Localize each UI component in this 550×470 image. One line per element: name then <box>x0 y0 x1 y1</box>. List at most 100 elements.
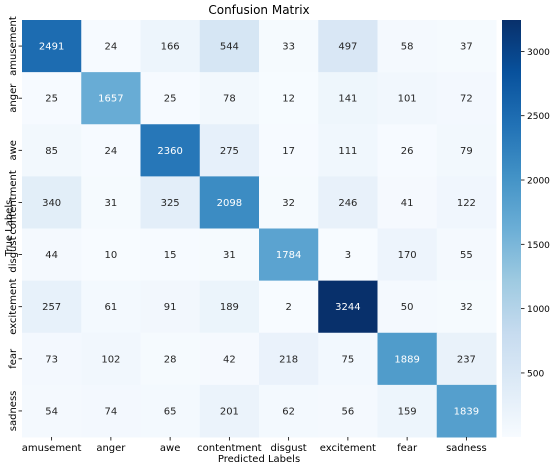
heatmap-cell <box>318 384 378 438</box>
heatmap-cell <box>259 124 319 177</box>
heatmap-cell <box>259 332 319 386</box>
y-tick-label: anger <box>8 83 19 113</box>
cell-value-label: 85 <box>45 146 58 157</box>
heatmap-cell <box>140 228 201 282</box>
heatmap-cell <box>140 124 201 177</box>
heatmap-cell <box>22 332 82 386</box>
heatmap-cell <box>199 280 260 334</box>
cell-value-label: 1889 <box>394 354 419 365</box>
colorbar: 500 1000 1500 2000 2500 3000 <box>502 20 550 437</box>
colorbar-tick-label: 500 <box>527 369 544 379</box>
colorbar-tick-label: 3000 <box>527 48 550 58</box>
cell-value-label: 159 <box>398 406 417 417</box>
cell-value-label: 24 <box>105 146 118 157</box>
heatmap-cell <box>22 20 82 73</box>
cell-value-label: 101 <box>398 94 417 105</box>
x-axis-ticks: amusement anger awe contentment disgust excit… <box>22 437 487 454</box>
y-tick-label: sadness <box>8 391 19 432</box>
heatmap-cell <box>318 20 378 73</box>
heatmap-cell <box>259 72 319 125</box>
colorbar-tick-label: 2500 <box>527 112 550 122</box>
cell-value-label: 58 <box>401 42 414 53</box>
colorbar-tick-label: 1500 <box>527 241 550 251</box>
cell-value-label: 65 <box>164 406 177 417</box>
heatmap-cell <box>22 72 82 125</box>
heatmap-cell <box>377 20 438 73</box>
heatmap-cell <box>436 72 497 125</box>
heatmap-cell <box>81 332 141 386</box>
cell-value-label: 73 <box>45 354 58 365</box>
cell-value-label: 2360 <box>157 146 182 157</box>
heatmap-cell <box>259 280 319 334</box>
cell-value-label: 275 <box>220 146 239 157</box>
cell-value-label: 56 <box>342 406 355 417</box>
cell-value-label: 78 <box>223 94 236 105</box>
heatmap-cell <box>318 280 378 334</box>
heatmap-cell <box>259 228 319 282</box>
cell-value-label: 61 <box>105 302 118 313</box>
cell-value-label: 25 <box>164 94 177 105</box>
chart-title: Confusion Matrix <box>208 3 309 17</box>
heatmap-cell <box>199 124 260 177</box>
cell-value-label: 72 <box>460 94 473 105</box>
cell-value-label: 32 <box>282 198 295 209</box>
x-tick-label: anger <box>96 443 126 454</box>
cell-value-label: 257 <box>42 302 61 313</box>
colorbar-tick-label: 2000 <box>527 177 550 187</box>
cell-value-label: 41 <box>401 198 414 209</box>
heatmap-cell <box>259 20 319 73</box>
cell-value-label: 3 <box>345 250 351 261</box>
cell-value-label: 91 <box>164 302 177 313</box>
y-tick-label: excitement <box>8 279 19 335</box>
cell-value-label: 189 <box>220 302 239 313</box>
heatmap-cell <box>318 124 378 177</box>
heatmap-cell <box>140 72 201 125</box>
heatmap-cell <box>140 280 201 334</box>
cell-value-label: 141 <box>338 94 357 105</box>
cell-value-label: 2098 <box>217 198 242 209</box>
cell-value-label: 31 <box>105 198 118 209</box>
cell-value-label: 32 <box>460 302 473 313</box>
cell-value-label: 54 <box>45 406 58 417</box>
heatmap-cell <box>81 176 141 229</box>
cell-value-label: 31 <box>223 250 236 261</box>
heatmap-cell <box>81 72 141 125</box>
heatmap-cell <box>140 176 201 229</box>
cell-value-label: 62 <box>282 406 295 417</box>
cell-value-label: 2491 <box>39 42 64 53</box>
heatmap-cell <box>140 384 201 438</box>
heatmap-cell <box>318 176 378 229</box>
heatmap-cell <box>436 20 497 73</box>
cell-value-label: 237 <box>457 354 476 365</box>
cell-value-label: 37 <box>460 42 473 53</box>
cell-value-label: 79 <box>460 146 473 157</box>
heatmap-cell <box>436 124 497 177</box>
cell-value-label: 42 <box>223 354 236 365</box>
cell-value-label: 122 <box>457 198 476 209</box>
cell-value-label: 15 <box>164 250 177 261</box>
y-tick-label: fear <box>8 348 19 369</box>
heatmap-cell <box>436 332 497 386</box>
x-tick-label: disgust <box>271 443 307 454</box>
heatmap-cell <box>377 280 438 334</box>
heatmap-cell <box>199 176 260 229</box>
cell-value-label: 1784 <box>276 250 301 261</box>
heatmap-cell <box>81 384 141 438</box>
heatmap-cell <box>436 228 497 282</box>
heatmap-cell <box>199 20 260 73</box>
heatmap-cell <box>436 384 497 438</box>
heatmap-cell <box>22 176 82 229</box>
x-axis-label: Predicted Labels <box>218 454 300 465</box>
cell-value-label: 33 <box>282 42 295 53</box>
cell-value-label: 246 <box>338 198 357 209</box>
heatmap-cell <box>259 176 319 229</box>
heatmap-cell <box>81 124 141 177</box>
heatmap-cell <box>199 72 260 125</box>
y-tick-label: contentment <box>8 170 19 235</box>
cell-value-label: 544 <box>220 42 239 53</box>
heatmap-cell <box>199 228 260 282</box>
heatmap-cell <box>81 20 141 73</box>
